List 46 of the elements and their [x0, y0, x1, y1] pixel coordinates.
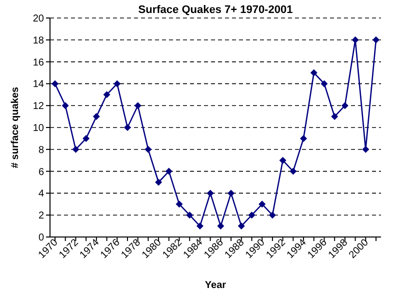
point [300, 134, 308, 142]
point [52, 80, 58, 88]
y-tick-label: 18 [32, 35, 44, 46]
y-tick-label: 2 [38, 210, 44, 222]
point [268, 212, 276, 219]
point [124, 124, 131, 131]
point [320, 80, 328, 88]
point [217, 222, 224, 230]
y-tick-label: 20 [32, 14, 44, 24]
point [290, 168, 297, 175]
x-axis-title: Year [204, 280, 226, 291]
point [279, 156, 286, 164]
point [186, 212, 194, 219]
point [341, 102, 348, 110]
point [331, 113, 338, 120]
point [92, 113, 100, 120]
y-axis-title: # surface quakes [10, 86, 21, 168]
y-tick-label: 0 [38, 232, 44, 244]
point [62, 102, 69, 110]
y-tick-label: 12 [32, 101, 44, 112]
point [310, 69, 318, 76]
point [165, 168, 172, 175]
point [114, 80, 121, 88]
y-tick-label: 14 [32, 79, 44, 90]
point [72, 146, 80, 153]
point [196, 222, 204, 230]
point [155, 178, 162, 186]
y-tick-label: 8 [38, 144, 44, 156]
point [362, 146, 370, 153]
point [372, 36, 380, 44]
point [352, 36, 359, 44]
point [103, 91, 110, 98]
point [238, 222, 245, 230]
point [176, 200, 183, 208]
chart-title: Surface Quakes 7+ 1970-2001 [138, 4, 293, 16]
point [206, 190, 214, 197]
point [144, 146, 152, 153]
point [248, 212, 256, 219]
point [134, 102, 142, 110]
point [258, 200, 266, 208]
point [228, 190, 235, 197]
point [82, 134, 90, 142]
y-tick-label: 16 [32, 57, 44, 68]
y-tick-label: 6 [38, 166, 44, 178]
y-tick-label: 10 [32, 123, 44, 134]
y-tick-label: 4 [38, 188, 44, 200]
